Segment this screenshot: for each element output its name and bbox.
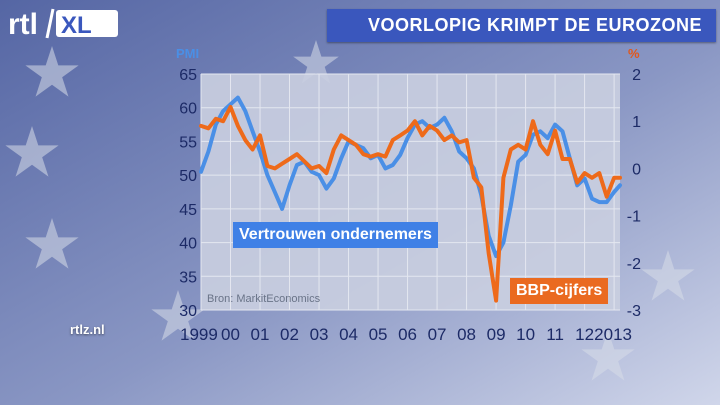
- right-tick-label: -3: [627, 303, 641, 320]
- x-tick-label: 06: [398, 325, 417, 344]
- left-tick-label: 50: [179, 168, 197, 185]
- left-tick-label: 60: [179, 101, 197, 118]
- left-tick-label: 40: [179, 236, 197, 253]
- x-tick-label: 03: [310, 325, 329, 344]
- x-tick-label: 00: [221, 325, 240, 344]
- x-tick-label: 01: [251, 325, 270, 344]
- x-tick-label: 05: [369, 325, 388, 344]
- left-tick-label: 45: [179, 202, 197, 219]
- left-tick-label: 35: [179, 269, 197, 286]
- x-tick-label: 12: [575, 325, 594, 344]
- x-tick-label: 08: [457, 325, 476, 344]
- grid-lines: [200, 73, 620, 311]
- left-tick-label: 30: [179, 303, 197, 320]
- rtl-xl-logo: rtl XL: [8, 8, 118, 41]
- right-axis-unit: %: [628, 46, 640, 61]
- svg-text:rtl: rtl: [8, 8, 38, 41]
- right-tick-label: -1: [627, 209, 641, 226]
- x-tick-label: 10: [516, 325, 535, 344]
- x-tick-label: 02: [280, 325, 299, 344]
- x-tick-label: 1999: [180, 325, 218, 344]
- headline-title: VOORLOPIG KRIMPT DE EUROZONE: [367, 15, 702, 35]
- series-line-pmi: [199, 95, 622, 259]
- series-label-pmi: Vertrouwen ondernemers: [233, 222, 438, 248]
- headline-banner: VOORLOPIG KRIMPT DE EUROZONE: [327, 9, 716, 42]
- svg-text:XL: XL: [61, 12, 92, 39]
- plot-area: [201, 74, 620, 310]
- right-tick-label: 2: [632, 67, 641, 84]
- x-tick-label: 04: [339, 325, 358, 344]
- left-tick-label: 55: [179, 134, 197, 151]
- right-tick-label: 1: [632, 114, 641, 131]
- x-tick-label: 07: [428, 325, 447, 344]
- series-label-gdp: BBP-cijfers: [510, 278, 609, 304]
- x-tick-label: 2013: [594, 325, 632, 344]
- site-url: rtlz.nl: [70, 322, 105, 337]
- left-axis-unit: PMI: [176, 46, 199, 61]
- series-line-gdp: [199, 105, 622, 303]
- right-tick-label: -2: [627, 256, 641, 273]
- x-tick-label: 11: [546, 325, 564, 344]
- right-tick-label: 0: [632, 161, 641, 178]
- source-note: Bron: MarkitEconomics: [207, 293, 321, 305]
- series-lines: [199, 95, 622, 303]
- left-tick-label: 65: [179, 67, 197, 84]
- x-tick-label: 09: [487, 325, 506, 344]
